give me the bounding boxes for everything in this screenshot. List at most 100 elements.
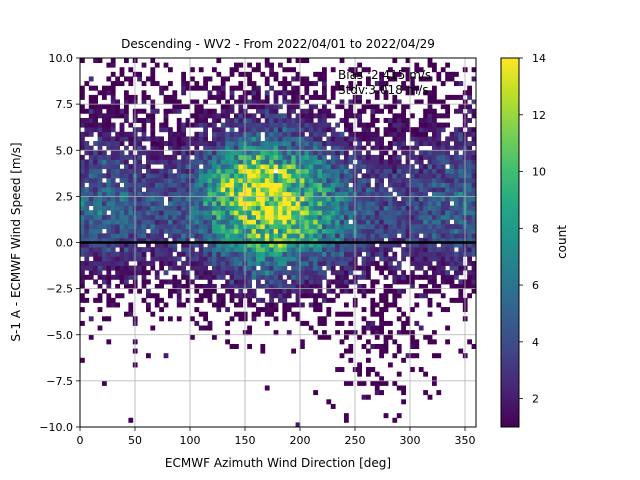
heatmap-cell [383,205,389,211]
heatmap-cell [185,247,191,253]
heatmap-cell [212,260,217,266]
heatmap-cell [432,274,437,280]
heatmap-cell [458,348,464,354]
heatmap-cell [282,177,288,183]
heatmap-cell [282,302,288,308]
heatmap-cell [106,62,112,68]
heatmap-cell [282,270,288,276]
heatmap-cell [115,256,120,262]
heatmap-cell [445,187,450,193]
heatmap-cell [436,233,442,239]
heatmap-cell [374,94,380,100]
heatmap-cell [282,256,288,262]
heatmap-cell [216,173,222,179]
heatmap-cell [278,182,283,188]
heatmap-cell [317,293,323,299]
heatmap-cell [203,311,208,317]
heatmap-cell [440,214,446,220]
heatmap-cell [401,247,406,253]
heatmap-cell [445,219,450,225]
heatmap-cell [176,284,182,290]
heatmap-cell [256,136,261,142]
heatmap-cell [264,265,270,271]
heatmap-cell [392,237,398,243]
heatmap-cell [374,145,380,151]
heatmap-cell [212,251,217,257]
heatmap-cell [115,187,120,193]
heatmap-cell [454,214,459,220]
heatmap-cell [291,311,296,317]
heatmap-cell [282,122,288,128]
heatmap-cell [454,159,459,165]
heatmap-cell [286,307,292,313]
heatmap-cell [172,173,178,179]
heatmap-cell [414,168,420,174]
heatmap-cell [203,136,208,142]
heatmap-cell [392,265,398,271]
heatmap-cell [154,141,160,147]
heatmap-cell [115,228,120,234]
heatmap-cell [427,117,433,123]
heatmap-cell [278,233,283,239]
heatmap-cell [471,154,476,160]
heatmap-cell [361,127,367,133]
heatmap-cell [308,325,314,331]
heatmap-cell [348,168,354,174]
heatmap-cell [308,154,314,160]
heatmap-cell [286,127,292,133]
heatmap-cell [454,150,459,156]
heatmap-cell [137,108,142,114]
heatmap-cell [449,131,455,137]
heatmap-cell [445,71,450,77]
heatmap-cell [124,187,129,193]
heatmap-cell [247,141,252,147]
heatmap-cell [282,113,288,119]
heatmap-cell [388,122,393,128]
heatmap-cell [216,71,222,77]
heatmap-cell [361,196,367,202]
heatmap-cell [427,150,433,156]
heatmap-cell [335,260,340,266]
heatmap-cell [220,251,226,257]
heatmap-cell [300,233,305,239]
heatmap-cell [445,141,450,147]
heatmap-cell [229,219,235,225]
heatmap-cell [348,279,354,285]
heatmap-cell [247,270,252,276]
heatmap-cell [198,187,204,193]
heatmap-cell [401,251,406,257]
heatmap-cell [137,182,142,188]
heatmap-cell [212,196,217,202]
heatmap-cell [128,205,134,211]
heatmap-cell [141,205,147,211]
heatmap-cell [383,150,389,156]
heatmap-cell [80,274,85,280]
heatmap-cell [379,270,384,276]
heatmap-cell [115,99,120,105]
heatmap-cell [234,302,239,308]
heatmap-cell [229,164,235,170]
y-tick-label: −2.5 [46,283,73,296]
heatmap-cell [357,224,362,230]
heatmap-cell [423,113,428,119]
heatmap-cell [273,237,279,243]
heatmap-cell [344,334,349,340]
heatmap-cell [212,237,217,243]
heatmap-cell [458,81,464,87]
heatmap-cell [432,67,437,73]
heatmap-cell [124,145,129,151]
heatmap-cell [181,260,186,266]
heatmap-cell [190,200,195,206]
heatmap-cell [212,141,217,147]
heatmap-cell [418,182,424,188]
heatmap-cell [410,191,415,197]
heatmap-cell [454,81,459,87]
heatmap-cell [458,210,464,216]
heatmap-cell [313,237,318,243]
heatmap-cell [264,228,270,234]
heatmap-cell [141,228,147,234]
heatmap-cell [344,348,349,354]
heatmap-cell [119,187,125,193]
heatmap-cell [181,219,186,225]
heatmap-cell [185,122,191,128]
